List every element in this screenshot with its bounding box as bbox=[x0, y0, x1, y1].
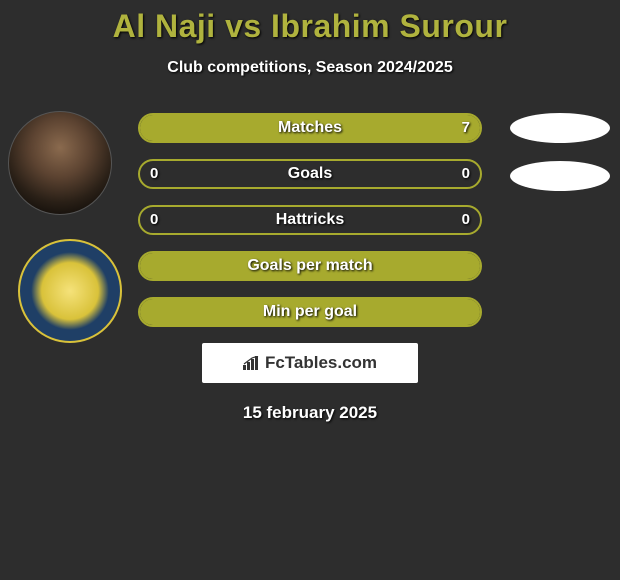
stat-label: Goals per match bbox=[140, 253, 480, 279]
stat-row-goals-per-match: Goals per match bbox=[138, 251, 482, 281]
player-left-avatar bbox=[8, 111, 112, 215]
bar-chart-icon bbox=[243, 356, 261, 370]
stat-rows: 7 Matches 0 0 Goals 0 0 Hattricks Goals … bbox=[138, 113, 482, 327]
stat-row-matches: 7 Matches bbox=[138, 113, 482, 143]
player-right-avatar-1 bbox=[510, 113, 610, 143]
stat-label: Min per goal bbox=[140, 299, 480, 325]
club-badge-left bbox=[18, 239, 122, 343]
stat-row-hattricks: 0 0 Hattricks bbox=[138, 205, 482, 235]
page-subtitle: Club competitions, Season 2024/2025 bbox=[0, 59, 620, 77]
branding-badge: FcTables.com bbox=[202, 343, 418, 383]
stat-row-min-per-goal: Min per goal bbox=[138, 297, 482, 327]
player-right-avatar-2 bbox=[510, 161, 610, 191]
stat-label: Hattricks bbox=[140, 207, 480, 233]
stat-row-goals: 0 0 Goals bbox=[138, 159, 482, 189]
branding-text: FcTables.com bbox=[265, 353, 377, 373]
stat-label: Matches bbox=[140, 115, 480, 141]
date-label: 15 february 2025 bbox=[0, 403, 620, 423]
stat-label: Goals bbox=[140, 161, 480, 187]
comparison-body: 7 Matches 0 0 Goals 0 0 Hattricks Goals … bbox=[0, 113, 620, 423]
comparison-card: Al Naji vs Ibrahim Surour Club competiti… bbox=[0, 0, 620, 423]
page-title: Al Naji vs Ibrahim Surour bbox=[0, 8, 620, 45]
